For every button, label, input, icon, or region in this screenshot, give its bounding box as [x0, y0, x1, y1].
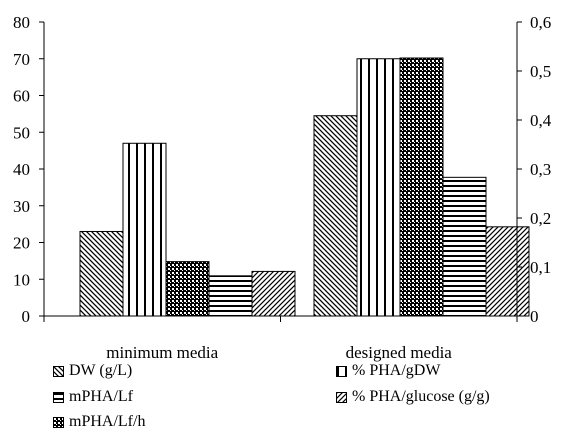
- bar-checker-0: [165, 261, 210, 317]
- bar-vertical-1: [356, 58, 401, 317]
- y-right-tick-label: 0: [530, 307, 539, 326]
- y-left-tick-label: 60: [13, 87, 30, 106]
- y-left-tick-label: 40: [13, 160, 30, 179]
- y-left-tick-label: 30: [13, 197, 30, 216]
- y-left-tick-label: 10: [13, 270, 30, 289]
- bar-diag-down-1: [313, 115, 358, 317]
- y-right-tick-label: 0,4: [530, 111, 552, 130]
- y-left-tick-label: 50: [13, 123, 30, 142]
- y-right-tick-label: 0,6: [530, 13, 551, 32]
- x-tick-label: minimum media: [106, 343, 218, 362]
- bar-horizontal-0: [208, 275, 253, 317]
- x-tick-label: designed media: [346, 343, 453, 362]
- y-right-tick-label: 0,1: [530, 258, 551, 277]
- bar-diag-up-0: [251, 270, 296, 317]
- y-left-tick-label: 0: [22, 307, 31, 326]
- y-left-tick-label: 80: [13, 13, 30, 32]
- y-right-tick-label: 0,3: [530, 160, 551, 179]
- y-left-tick-label: 70: [13, 50, 30, 69]
- y-right-tick-label: 0,2: [530, 209, 551, 228]
- bar-checker-1: [399, 57, 444, 317]
- bar-diag-down-0: [79, 230, 124, 317]
- y-left-tick-label: 20: [13, 234, 30, 253]
- bar-diag-up-1: [485, 226, 530, 317]
- bar-horizontal-1: [442, 176, 487, 317]
- y-right-tick-label: 0,5: [530, 62, 551, 81]
- bar-vertical-0: [122, 142, 167, 317]
